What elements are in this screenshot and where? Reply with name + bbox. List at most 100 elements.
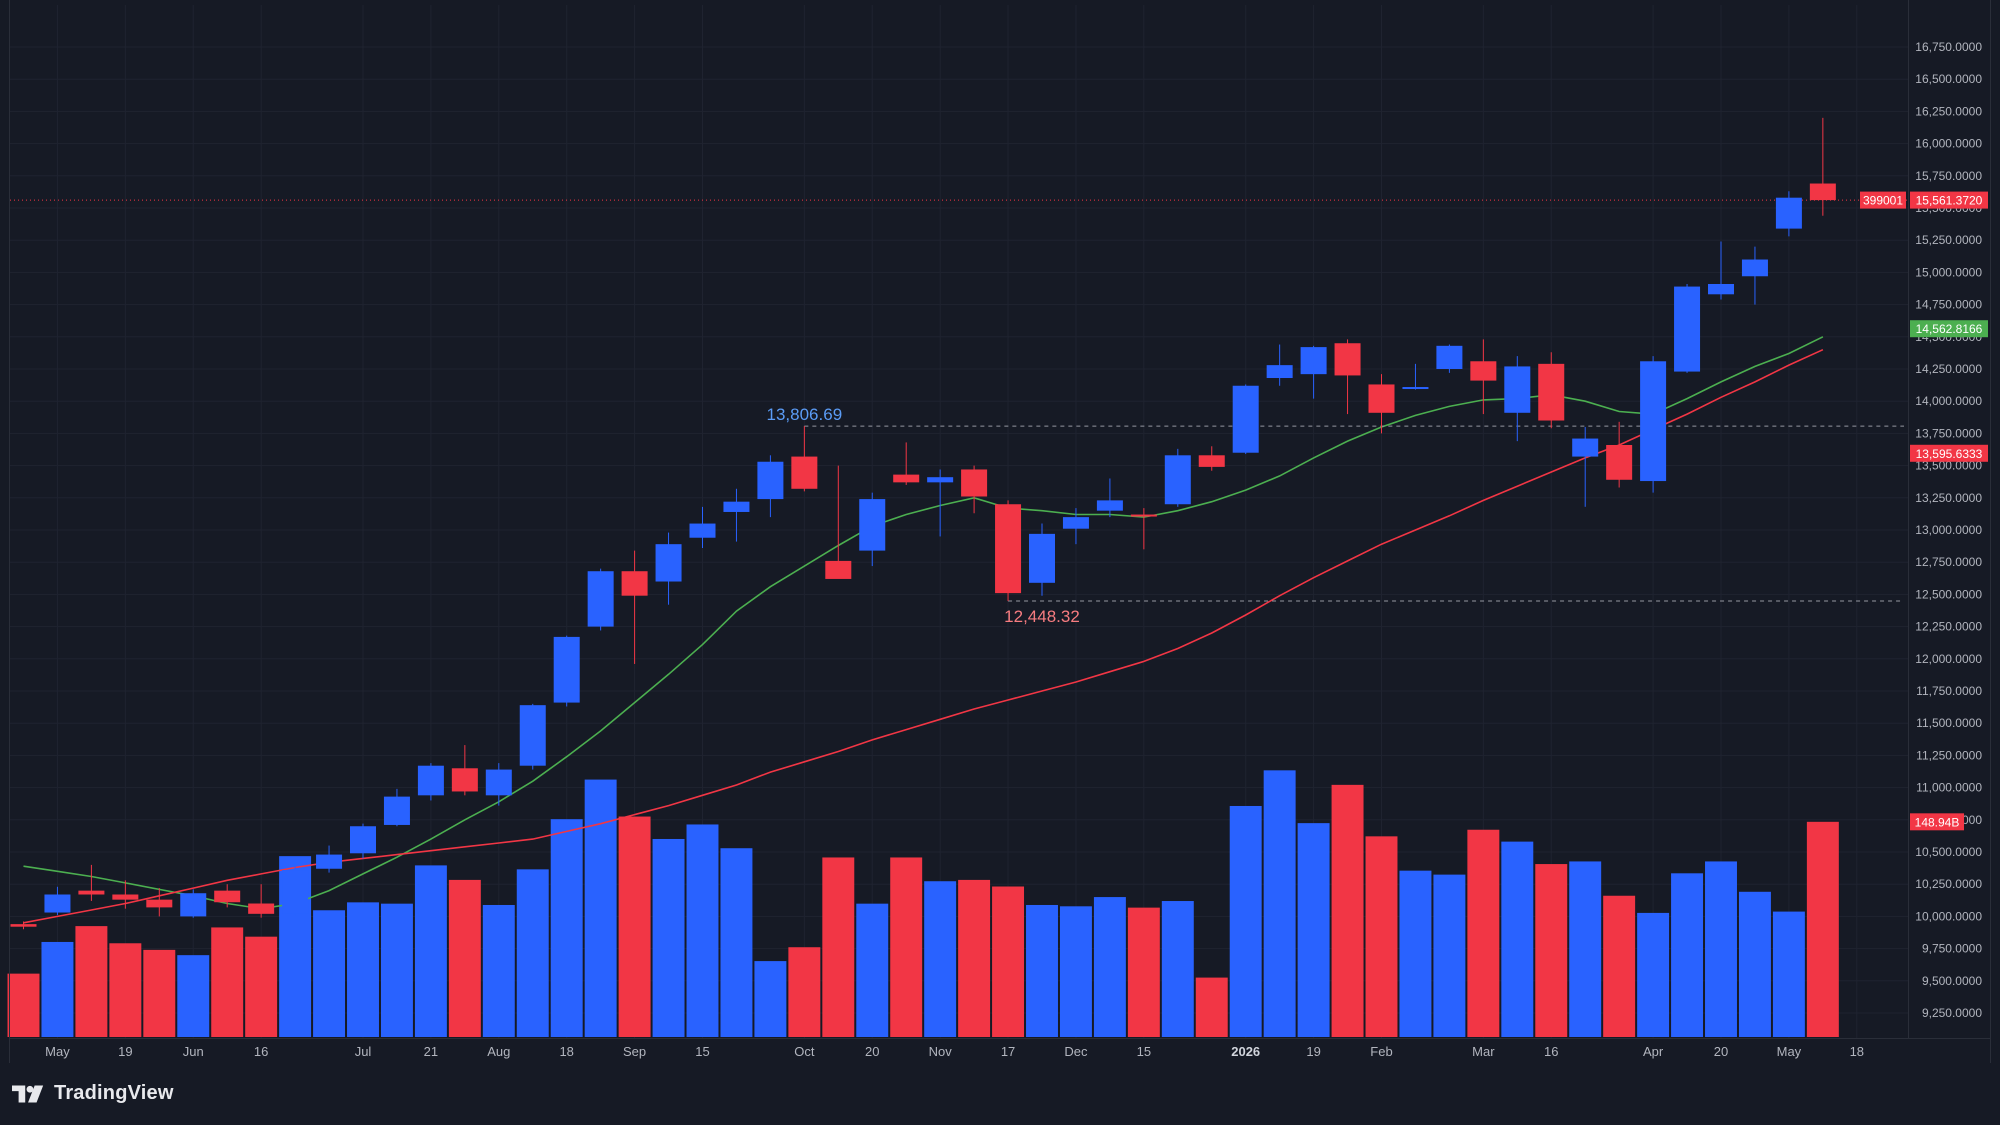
candle[interactable] (1232, 384, 1259, 455)
candle-body[interactable] (214, 890, 241, 903)
candle-body[interactable] (1164, 455, 1191, 505)
candle-body[interactable] (112, 894, 139, 900)
candle-body[interactable] (1266, 365, 1293, 379)
candle-body[interactable] (350, 826, 376, 854)
candle[interactable] (417, 763, 444, 801)
candle-body[interactable] (689, 523, 716, 538)
candle[interactable] (1164, 448, 1191, 507)
candle-body[interactable] (1029, 533, 1055, 583)
candle-body[interactable] (859, 499, 886, 551)
candle-body[interactable] (1062, 517, 1089, 529)
candle[interactable] (1334, 339, 1361, 415)
candle[interactable] (1198, 446, 1225, 471)
candle[interactable] (553, 635, 580, 707)
candle-body[interactable] (1300, 347, 1327, 375)
candle-body[interactable] (1538, 363, 1565, 421)
candle-body[interactable] (553, 636, 580, 703)
candle-body[interactable] (927, 477, 954, 483)
candle-body[interactable] (1470, 361, 1497, 381)
candle-body[interactable] (1232, 385, 1259, 453)
candle[interactable] (180, 889, 207, 918)
candle-body[interactable] (621, 571, 648, 596)
candle[interactable] (1096, 478, 1123, 518)
candle[interactable] (1809, 117, 1836, 216)
candle-body[interactable] (995, 504, 1022, 594)
candle-body[interactable] (485, 769, 512, 796)
candle[interactable] (587, 568, 614, 631)
candle-body[interactable] (1096, 500, 1123, 511)
candle[interactable] (282, 866, 309, 916)
candle[interactable] (825, 465, 852, 579)
candle-body[interactable] (723, 501, 750, 512)
candle[interactable] (1266, 344, 1293, 386)
candle[interactable] (214, 884, 241, 908)
candle[interactable] (1640, 356, 1667, 493)
candle-body[interactable] (587, 571, 614, 627)
candle-body[interactable] (1334, 343, 1361, 376)
candle-body[interactable] (825, 560, 852, 579)
candle[interactable] (1130, 508, 1157, 550)
axes[interactable]: 9,250.0000 9,500.0000 9,750.0000 10,000.000… (9, 0, 1991, 1063)
candle-body[interactable] (1741, 259, 1768, 277)
candle[interactable] (791, 426, 818, 492)
candle[interactable] (1775, 191, 1802, 237)
candle[interactable] (1708, 241, 1734, 300)
candle-body[interactable] (1708, 283, 1734, 295)
candle-body[interactable] (1640, 361, 1667, 482)
candle-body[interactable] (519, 705, 546, 766)
candle[interactable] (689, 506, 716, 549)
candle-body[interactable] (78, 890, 105, 895)
candle-body[interactable] (757, 461, 784, 500)
candle-body[interactable] (655, 544, 682, 582)
candle-body[interactable] (1130, 514, 1157, 517)
candle-body[interactable] (1775, 197, 1802, 229)
candle[interactable] (383, 788, 410, 827)
candle[interactable] (1062, 508, 1089, 545)
candle[interactable] (78, 864, 105, 901)
candle-body[interactable] (316, 854, 343, 869)
candle-body[interactable] (417, 765, 444, 796)
candle-body[interactable] (791, 456, 818, 489)
candle[interactable] (10, 921, 37, 930)
candle[interactable] (655, 532, 682, 605)
candle[interactable] (893, 442, 920, 485)
candle-body[interactable] (180, 893, 207, 917)
candle-body[interactable] (248, 903, 275, 914)
candle-body[interactable] (1606, 444, 1633, 480)
candle-body[interactable] (1572, 438, 1599, 457)
candle[interactable] (316, 845, 343, 873)
candle[interactable] (1538, 352, 1565, 429)
candle[interactable] (146, 888, 173, 917)
candle-body[interactable] (1402, 387, 1429, 390)
candle[interactable] (927, 469, 954, 537)
candle[interactable] (723, 488, 750, 542)
candlestick-layer[interactable] (10, 117, 1836, 930)
candle-body[interactable] (10, 924, 37, 927)
candle[interactable] (451, 745, 478, 796)
candle[interactable] (485, 763, 512, 806)
candle[interactable] (350, 823, 376, 859)
candle[interactable] (1368, 374, 1395, 434)
candle[interactable] (112, 880, 139, 909)
candle[interactable] (1436, 344, 1463, 373)
candle-body[interactable] (44, 894, 71, 913)
candle-body[interactable] (1504, 366, 1531, 413)
candle-body[interactable] (1674, 286, 1701, 372)
candle-body[interactable] (961, 469, 988, 497)
candle-body[interactable] (1436, 345, 1463, 369)
candle[interactable] (1470, 339, 1497, 415)
candle[interactable] (1674, 283, 1701, 373)
candle[interactable] (995, 500, 1022, 602)
candle-body[interactable] (282, 870, 309, 914)
candle[interactable] (757, 455, 784, 518)
candle-body[interactable] (1198, 455, 1225, 467)
candle[interactable] (1402, 363, 1429, 390)
candle-body[interactable] (893, 474, 920, 483)
candle[interactable] (1606, 421, 1633, 488)
candle[interactable] (1029, 523, 1055, 596)
candle[interactable] (621, 550, 648, 664)
candle-body[interactable] (451, 768, 478, 792)
candle-body[interactable] (146, 899, 173, 908)
candle[interactable] (44, 886, 71, 916)
